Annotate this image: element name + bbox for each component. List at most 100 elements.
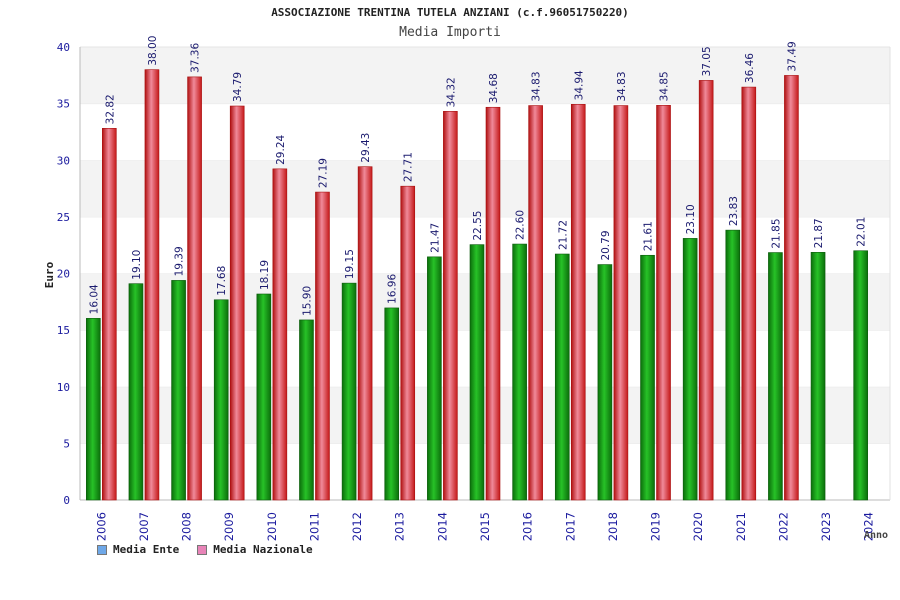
y-tick-label: 15 [57, 324, 70, 337]
bar-media-ente [171, 280, 186, 501]
bar-media-nazionale [443, 111, 458, 501]
bar-media-ente [213, 299, 229, 501]
bar-media-nazionale [187, 76, 202, 501]
y-tick-label: 25 [57, 211, 70, 224]
value-label: 23.10 [685, 204, 697, 234]
value-label: 37.05 [701, 46, 713, 76]
value-label: 23.83 [728, 196, 740, 226]
value-label: 16.96 [387, 274, 399, 304]
y-tick-label: 35 [57, 98, 70, 111]
bar-media-nazionale [400, 185, 416, 501]
x-tick-label: 2023 [819, 512, 833, 541]
bar-media-ente [810, 252, 826, 501]
bar-media-ente [512, 243, 527, 501]
value-label: 21.61 [643, 221, 655, 251]
value-label: 37.49 [786, 41, 798, 71]
y-tick-label: 5 [63, 437, 70, 450]
x-tick-label: 2008 [180, 512, 194, 541]
x-tick-label: 2016 [521, 512, 535, 541]
legend-swatch-ente [97, 544, 107, 555]
value-label: 34.32 [445, 77, 457, 107]
bar-media-ente [299, 319, 314, 501]
bar-media-nazionale [528, 105, 543, 501]
x-tick-label: 2007 [137, 512, 151, 541]
bar-media-ente [384, 307, 400, 501]
value-label: 29.24 [275, 134, 287, 164]
value-label: 37.36 [190, 43, 202, 73]
x-tick-label: 2020 [691, 512, 705, 541]
x-tick-label: 2009 [222, 512, 236, 541]
legend-item-ente: Media Ente [97, 543, 179, 556]
bar-media-ente [640, 254, 655, 501]
bar-media-nazionale [229, 105, 245, 501]
value-label: 21.72 [557, 220, 569, 250]
y-tick-label: 40 [57, 41, 70, 54]
value-label: 34.83 [531, 71, 543, 101]
value-label: 19.10 [131, 250, 143, 280]
bar-media-ente [597, 264, 613, 501]
x-tick-label: 2024 [862, 512, 876, 541]
bar-media-ente [427, 256, 442, 501]
x-tick-label: 2017 [563, 512, 577, 541]
value-labels: 16.04 32.82 19.10 38.00 19.39 37.36 17.68 34.79… [88, 36, 867, 316]
value-label: 34.85 [659, 71, 671, 101]
x-tick-label: 2015 [478, 512, 492, 541]
value-label: 27.19 [317, 158, 329, 188]
legend-label-ente: Media Ente [113, 543, 180, 556]
value-label: 36.46 [744, 53, 756, 83]
value-label: 22.55 [472, 211, 484, 241]
value-label: 19.15 [344, 249, 356, 279]
y-tick-label: 20 [57, 268, 70, 281]
x-tick-label: 2011 [307, 512, 321, 541]
value-label: 21.47 [429, 223, 441, 253]
bar-media-nazionale [102, 128, 117, 501]
bar-media-nazionale [656, 105, 671, 501]
bar-media-nazionale [144, 69, 160, 501]
x-tick-label: 2019 [649, 512, 663, 541]
value-label: 38.00 [147, 36, 159, 66]
bar-media-nazionale [357, 166, 373, 501]
value-label: 18.19 [259, 260, 271, 290]
value-label: 22.60 [515, 210, 527, 240]
bar-media-nazionale [272, 168, 288, 501]
value-label: 16.04 [88, 284, 100, 314]
bar-media-ente [86, 318, 101, 501]
legend: Media Ente Media Nazionale [97, 543, 313, 556]
x-tick-label: 2013 [393, 512, 407, 541]
chart-subtitle: Media Importi [399, 25, 501, 40]
bar-media-ente [853, 250, 868, 501]
y-tick-label: 0 [63, 494, 70, 507]
bar-media-ente [554, 253, 570, 501]
bar-media-ente [128, 283, 144, 501]
bar-media-ente [469, 244, 485, 501]
bar-media-ente [682, 238, 698, 501]
bar-media-ente [725, 229, 741, 501]
legend-item-nazionale: Media Nazionale [197, 543, 313, 556]
x-axis-label: Anno [864, 530, 888, 541]
bar-media-ente [341, 282, 357, 501]
value-label: 15.90 [301, 286, 313, 316]
x-tick-label: 2022 [776, 512, 790, 541]
value-label: 21.85 [770, 218, 782, 248]
bar-media-ente [768, 252, 783, 501]
x-tick-label: 2006 [94, 512, 108, 541]
value-label: 32.82 [104, 94, 116, 124]
bar-media-nazionale [698, 80, 714, 501]
bars [86, 69, 868, 501]
legend-label-nazionale: Media Nazionale [213, 543, 313, 556]
value-label: 29.43 [360, 133, 372, 163]
bar-media-nazionale [315, 191, 330, 501]
bar-media-nazionale [784, 75, 799, 501]
value-label: 17.68 [216, 266, 228, 296]
value-label: 34.94 [573, 70, 585, 100]
value-label: 19.39 [174, 246, 186, 276]
value-label: 34.68 [488, 73, 500, 103]
bar-media-nazionale [741, 86, 757, 501]
y-tick-label: 30 [57, 154, 70, 167]
x-tick-label: 2014 [435, 512, 449, 541]
value-label: 22.01 [856, 217, 868, 247]
value-label: 34.83 [616, 71, 628, 101]
y-tick-label: 10 [57, 381, 70, 394]
x-tick-label: 2021 [734, 512, 748, 541]
